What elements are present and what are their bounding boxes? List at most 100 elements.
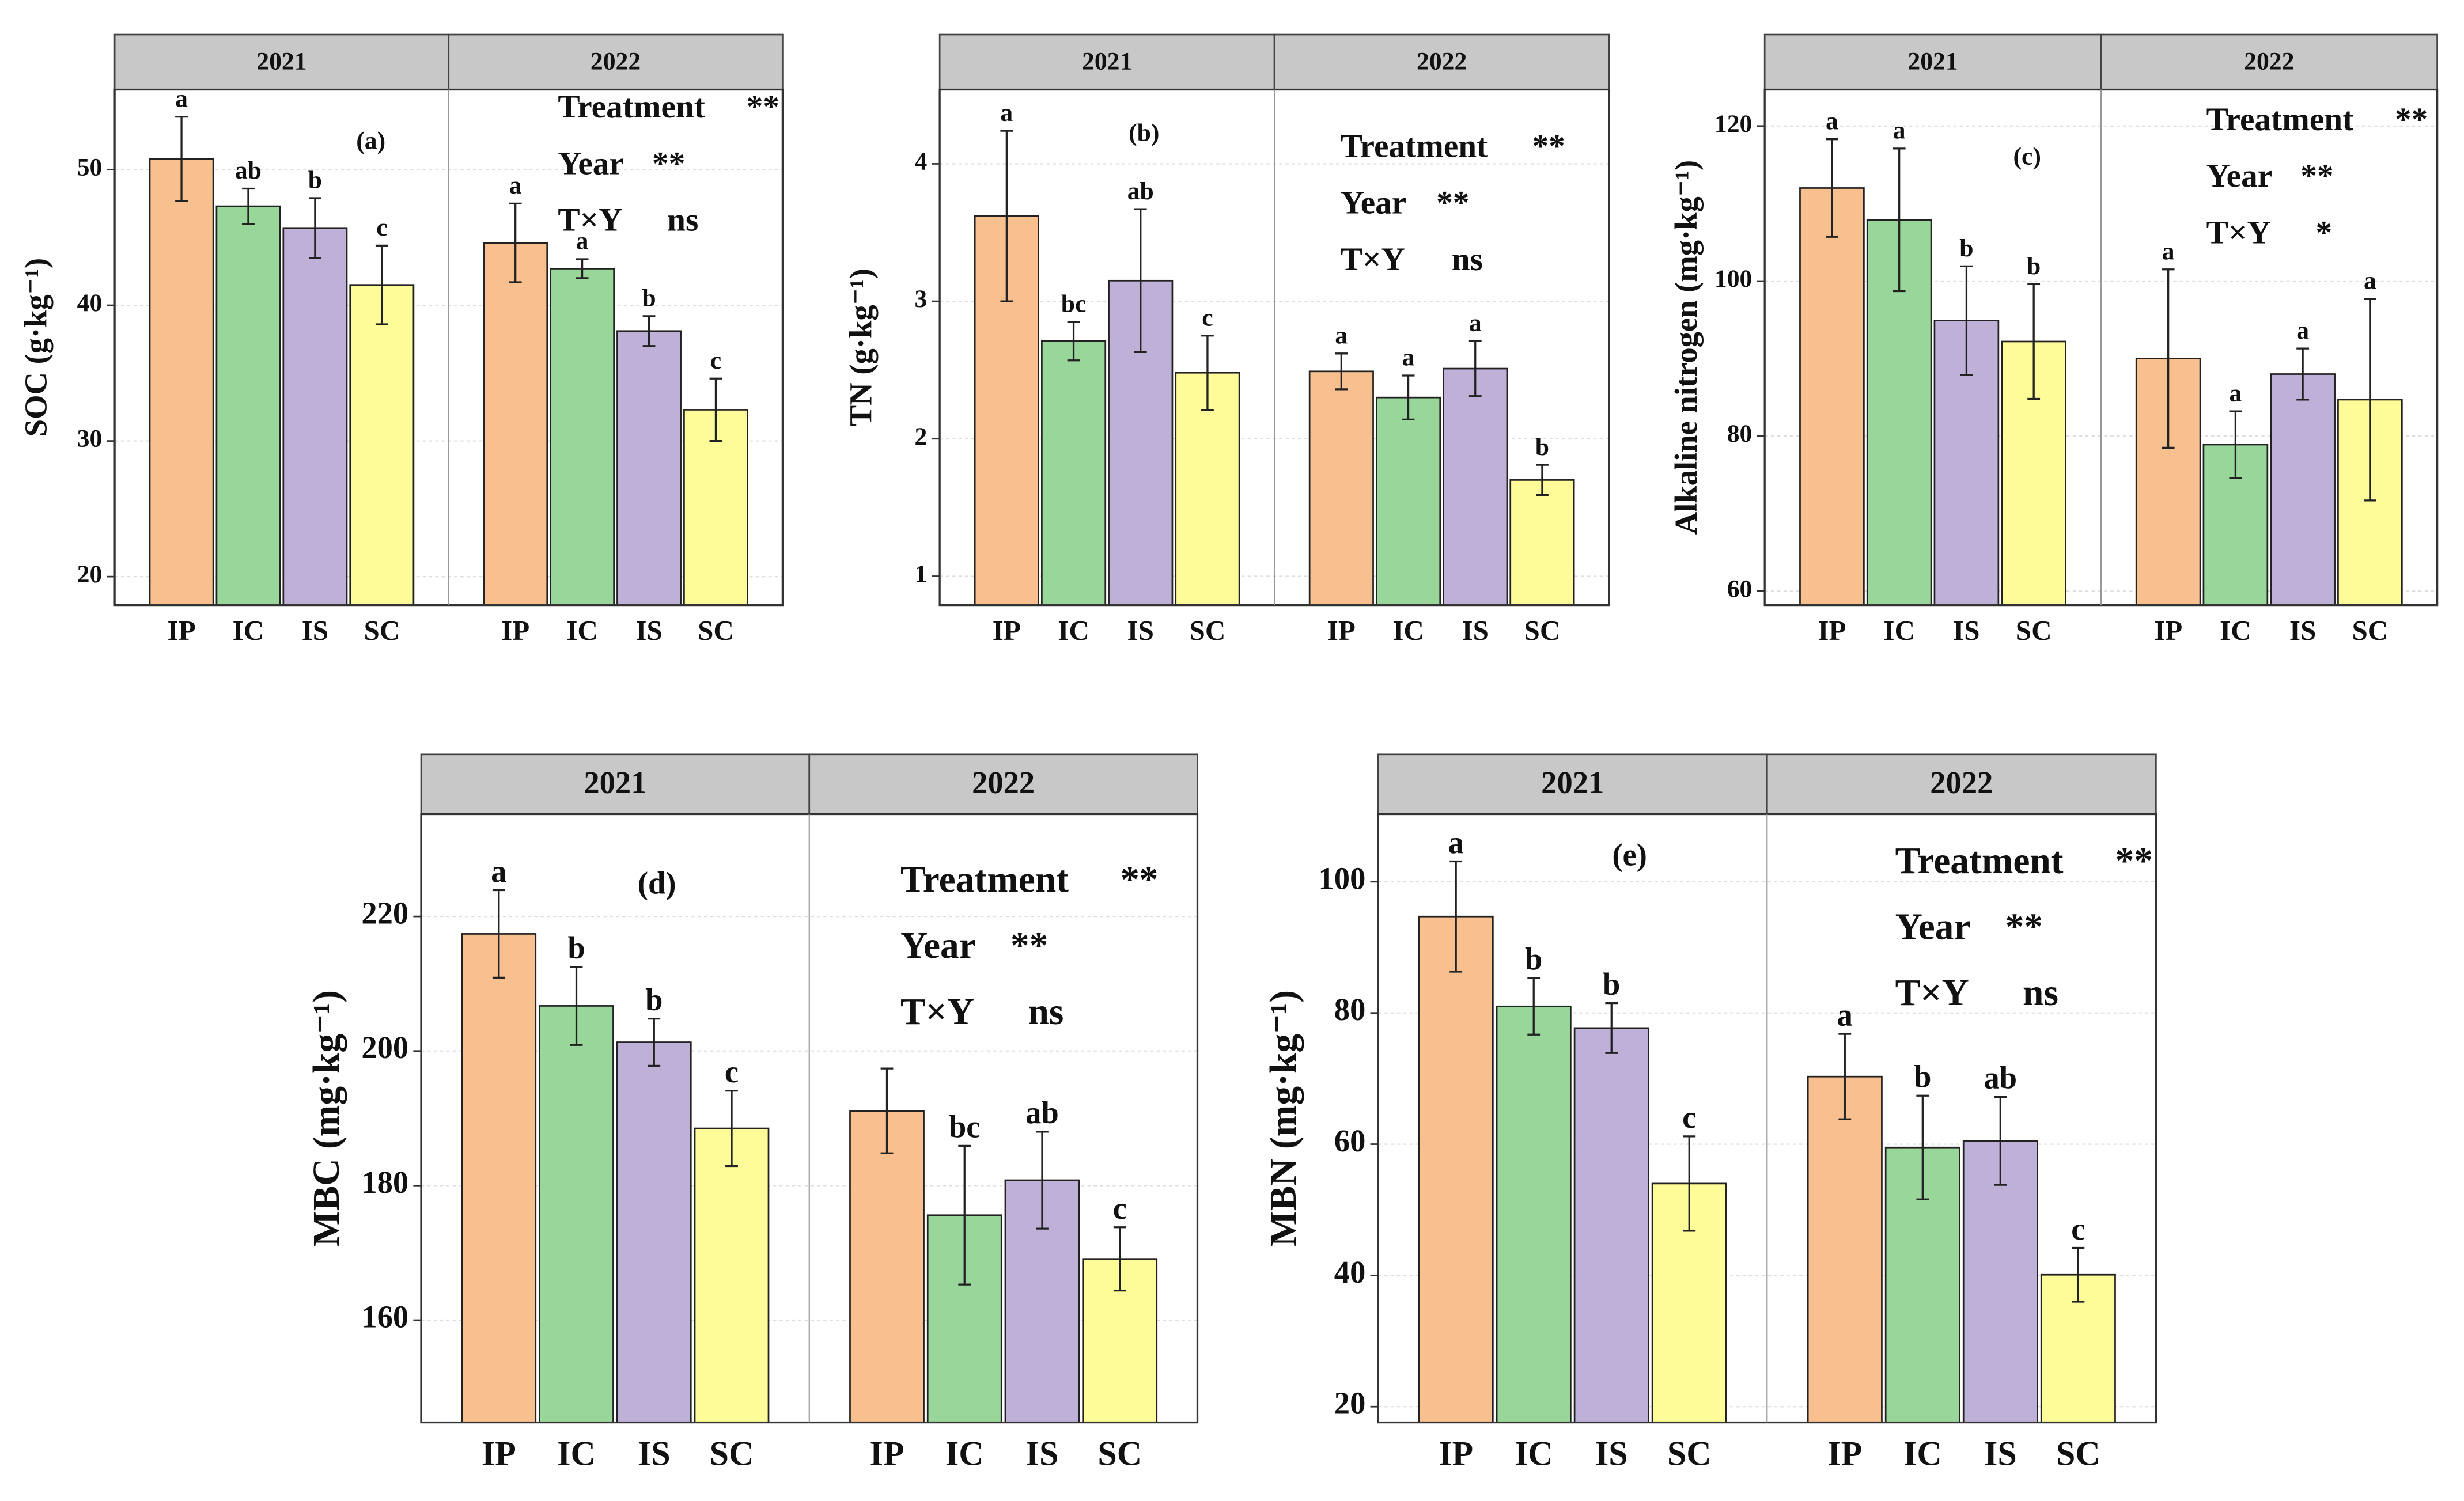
significance-letter: b: [308, 166, 322, 194]
stat-label: Treatment: [1341, 128, 1488, 164]
bar: [1308, 370, 1374, 606]
panel-label: (d): [638, 866, 676, 901]
significance-letter: b: [642, 285, 656, 312]
significance-letter: a: [491, 854, 506, 889]
significance-letter: a: [2296, 317, 2309, 344]
y-tick-label: 80: [1334, 992, 1366, 1027]
y-tick-label: 200: [361, 1030, 408, 1065]
stat-label: T×Y: [900, 991, 974, 1033]
stat-label: T×Y: [1895, 972, 1969, 1014]
y-tick-label: 50: [77, 154, 103, 181]
y-tick-label: 40: [1334, 1254, 1366, 1290]
stat-significance: **: [2005, 906, 2043, 947]
y-tick-label: 60: [1334, 1123, 1366, 1158]
significance-letter: a: [2229, 380, 2242, 407]
significance-letter: b: [1535, 433, 1549, 461]
x-tick-label: IS: [1984, 1434, 2017, 1472]
significance-letter: bc: [1061, 290, 1087, 318]
bar: [539, 1005, 614, 1423]
facet-strip: [113, 33, 450, 90]
x-tick-label: IC: [566, 615, 598, 646]
significance-letter: c: [376, 214, 387, 241]
x-tick-label: IP: [1327, 615, 1356, 646]
significance-letter: a: [2162, 238, 2175, 266]
significance-letter: a: [175, 85, 188, 112]
significance-letter: b: [1959, 234, 1973, 262]
stat-significance: **: [1010, 925, 1048, 966]
stat-label: Treatment: [2206, 101, 2354, 138]
significance-letter: b: [1603, 966, 1620, 1002]
bar: [1496, 1005, 1572, 1423]
y-tick-label: 1: [915, 560, 928, 587]
significance-letter: a: [2364, 267, 2376, 295]
stat-label: T×Y: [558, 202, 622, 238]
facet-strip: [2100, 33, 2438, 90]
x-tick-label: IC: [2220, 615, 2251, 646]
stat-significance: **: [2115, 840, 2152, 882]
panel-label: (a): [356, 127, 385, 154]
significance-letter: a: [509, 172, 522, 199]
y-axis-label: MBC (mg·kg⁻¹): [306, 990, 347, 1246]
bar: [694, 1127, 770, 1423]
bar: [616, 1041, 692, 1423]
x-tick-label: SC: [364, 615, 400, 646]
x-tick-label: IC: [557, 1434, 596, 1472]
stat-label: T×Y: [1341, 241, 1405, 278]
y-tick-label: 120: [1714, 110, 1752, 138]
stat-significance: ns: [667, 202, 698, 238]
significance-letter: a: [1837, 997, 1853, 1032]
stat-significance: **: [1532, 128, 1565, 164]
y-tick-label: 220: [361, 896, 408, 931]
significance-letter: c: [1113, 1191, 1127, 1226]
x-tick-label: IC: [1515, 1434, 1553, 1472]
significance-letter: b: [1914, 1059, 1931, 1094]
x-tick-label: IS: [1026, 1434, 1059, 1472]
bar: [2270, 373, 2336, 606]
bar: [215, 205, 281, 606]
x-tick-label: SC: [1524, 615, 1561, 646]
stat-significance: **: [2395, 101, 2428, 138]
y-tick-label: 2: [915, 423, 928, 450]
stat-significance: ns: [1452, 241, 1483, 278]
significance-letter: ab: [1025, 1095, 1059, 1130]
significance-letter: bc: [949, 1109, 981, 1144]
x-tick-label: IP: [2154, 615, 2182, 646]
bar: [1573, 1027, 1649, 1423]
stat-significance: **: [1121, 859, 1158, 901]
x-tick-label: IP: [1818, 615, 1846, 646]
facet-strip: [808, 753, 1198, 815]
facet-strip: [1766, 753, 2157, 815]
x-tick-label: IP: [1439, 1434, 1473, 1472]
facet-label: 2021: [1541, 765, 1604, 800]
significance-letter: c: [2071, 1211, 2085, 1246]
bar: [149, 158, 214, 606]
x-tick-label: SC: [2016, 615, 2052, 646]
bar: [483, 242, 548, 606]
significance-letter: c: [725, 1054, 739, 1089]
stat-significance: **: [652, 145, 685, 181]
x-tick-label: SC: [2352, 615, 2389, 646]
x-tick-label: IS: [635, 615, 662, 646]
y-tick-label: 40: [77, 289, 103, 317]
x-tick-label: IP: [482, 1434, 516, 1472]
significance-letter: b: [645, 982, 663, 1017]
y-tick-label: 20: [77, 560, 103, 588]
x-tick-label: IS: [1953, 615, 1979, 646]
y-tick-label: 3: [915, 285, 928, 313]
stat-significance: **: [747, 89, 779, 125]
facet-label: 2021: [256, 48, 306, 75]
bar: [1443, 367, 1508, 606]
significance-letter: b: [2027, 252, 2041, 280]
bar: [1807, 1075, 1883, 1423]
panel-label: (c): [2013, 143, 2041, 170]
stat-label: Year: [1895, 906, 1971, 947]
bar: [461, 933, 537, 1423]
bar: [683, 409, 748, 606]
panel-label: (e): [1612, 837, 1647, 872]
stat-significance: **: [1436, 185, 1469, 221]
bar: [1040, 340, 1107, 606]
facet-label: 2021: [584, 765, 646, 800]
facet-strip: [1273, 33, 1610, 90]
bar: [349, 284, 415, 606]
significance-letter: c: [1682, 1100, 1696, 1135]
